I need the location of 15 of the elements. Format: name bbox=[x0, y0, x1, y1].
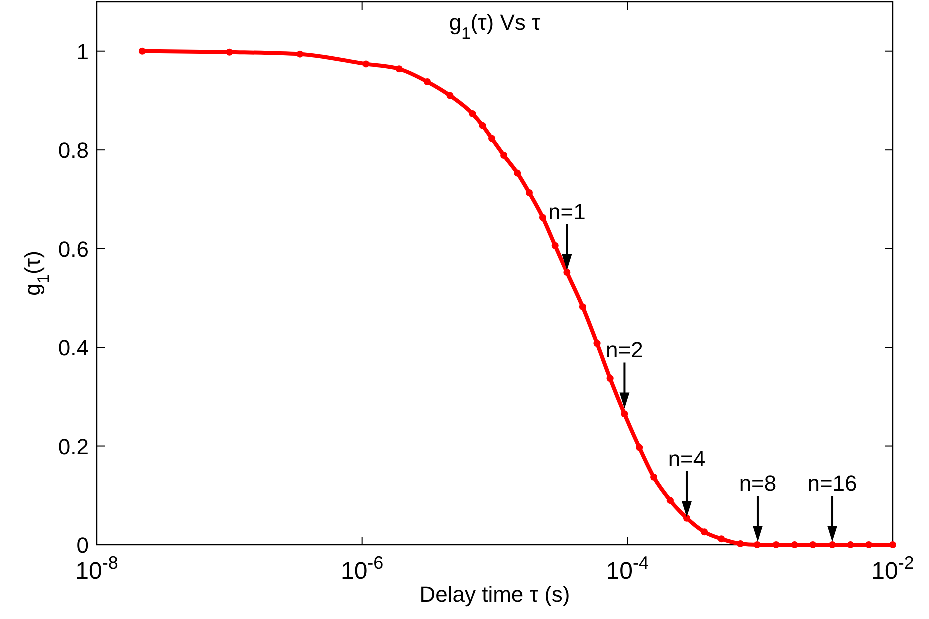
annotation: n=8 bbox=[739, 471, 777, 496]
annotation: n=4 bbox=[668, 446, 706, 472]
annotation: n=16 bbox=[808, 471, 858, 496]
y-tick-label: 1 bbox=[76, 39, 89, 64]
x-axis-title: Delay time τ (s) bbox=[420, 582, 570, 607]
y-tick-label: 0.8 bbox=[58, 138, 89, 164]
x-tick-label: 10$^{-6}$ bbox=[340, 553, 384, 585]
x-tick-label: 10$^{-4}$ bbox=[606, 553, 650, 585]
y-tick-label: 0.4 bbox=[58, 336, 89, 361]
y-tick-label: 0.6 bbox=[58, 236, 89, 262]
annotation: n=2 bbox=[606, 338, 644, 363]
x-tick-label: 10$^{-2}$ bbox=[872, 553, 914, 585]
annotation: n=1 bbox=[548, 200, 586, 224]
text: g$_{1}$(τ) Vs τ bbox=[449, 10, 541, 43]
y-tick-label: 0.2 bbox=[58, 434, 89, 460]
